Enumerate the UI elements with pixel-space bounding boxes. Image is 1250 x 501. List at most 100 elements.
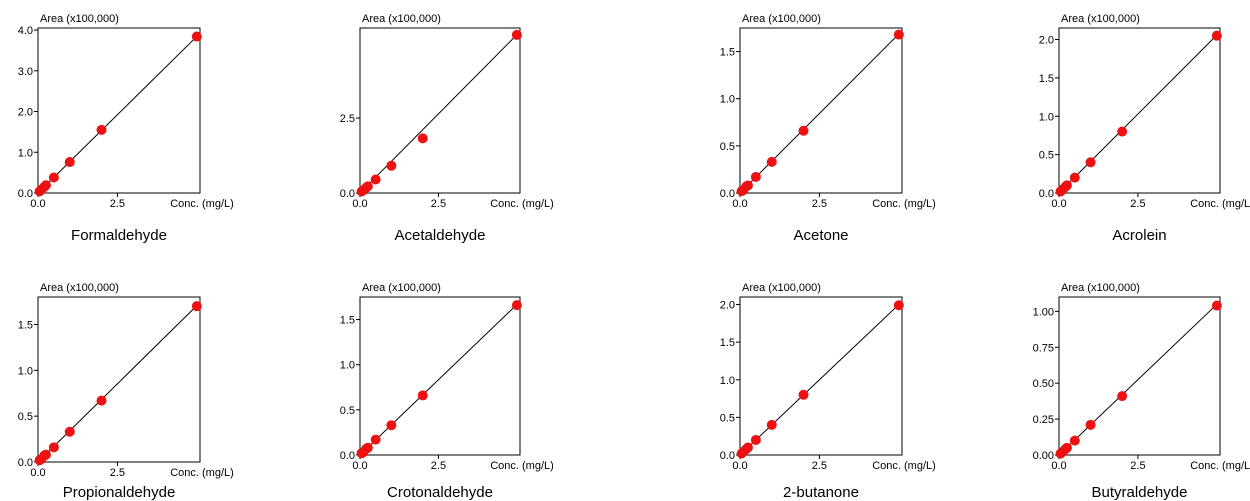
data-point bbox=[417, 390, 428, 401]
x-tick-label: 0.0 bbox=[1051, 460, 1066, 472]
y-tick-label: 0.0 bbox=[18, 188, 33, 200]
data-point bbox=[798, 125, 809, 136]
plot-frame bbox=[37, 296, 201, 463]
x-tick-label: 0.0 bbox=[732, 460, 747, 472]
y-axis-label: Area (x100,000) bbox=[362, 282, 441, 294]
chart-panel: 0.0 0.5 1.0 1.5 2.0 0.0 2.5 Area (x100,000) Conc… bbox=[720, 282, 936, 501]
y-tick-label: 2.0 bbox=[720, 300, 735, 312]
y-tick-label: 0.50 bbox=[1033, 378, 1054, 390]
x-tick-label: 0.0 bbox=[1051, 198, 1066, 210]
x-tick-label: 2.5 bbox=[110, 198, 125, 210]
chart-title: 2-butanone bbox=[783, 484, 859, 501]
data-point bbox=[96, 124, 107, 135]
y-tick-label: 2.0 bbox=[18, 107, 33, 119]
data-point bbox=[64, 157, 75, 168]
y-tick-label: 0.0 bbox=[18, 457, 33, 469]
y-tick-label: 1.0 bbox=[18, 365, 33, 377]
plot-frame bbox=[739, 27, 903, 194]
chart-panel: 0.0 2.5 0.0 2.5 Area (x100,000) Conc. (mg/L) A… bbox=[340, 13, 554, 244]
x-axis-label: Conc. (mg/L) bbox=[170, 198, 234, 210]
data-point bbox=[64, 426, 75, 437]
data-point bbox=[191, 301, 202, 312]
y-tick-label: 0.0 bbox=[340, 450, 355, 462]
y-tick-label: 0.00 bbox=[1033, 450, 1054, 462]
plot-frame bbox=[359, 27, 521, 194]
x-tick-label: 2.5 bbox=[110, 467, 125, 479]
data-point bbox=[386, 160, 397, 171]
data-point bbox=[370, 174, 381, 185]
x-tick-label: 2.5 bbox=[812, 198, 827, 210]
data-point bbox=[893, 300, 904, 311]
y-axis-label: Area (x100,000) bbox=[362, 13, 441, 25]
y-tick-label: 1.0 bbox=[18, 147, 33, 159]
x-tick-label: 2.5 bbox=[431, 198, 446, 210]
y-tick-label: 0.0 bbox=[720, 450, 735, 462]
y-axis-label: Area (x100,000) bbox=[1061, 13, 1140, 25]
data-point bbox=[766, 156, 777, 167]
x-axis-label: Conc. (mg/L) bbox=[1190, 460, 1250, 472]
data-point bbox=[742, 442, 753, 453]
x-axis-label: Conc. (mg/L) bbox=[1190, 198, 1250, 210]
chart-title: Propionaldehyde bbox=[63, 484, 176, 501]
data-point bbox=[798, 389, 809, 400]
data-point bbox=[1085, 157, 1096, 168]
calibration-line bbox=[739, 301, 903, 456]
y-tick-label: 1.0 bbox=[340, 360, 355, 372]
chart-title: Butyraldehyde bbox=[1092, 484, 1188, 501]
chart-panel: 0.0 0.5 1.0 1.5 0.0 2.5 Area (x100,000) Conc. (… bbox=[720, 13, 936, 244]
plot-frame bbox=[37, 27, 201, 194]
y-tick-label: 1.5 bbox=[720, 47, 735, 59]
x-axis-label: Conc. (mg/L) bbox=[872, 198, 936, 210]
data-point bbox=[48, 172, 59, 183]
data-point bbox=[96, 395, 107, 406]
data-point bbox=[1069, 172, 1080, 183]
data-point bbox=[1211, 300, 1222, 311]
y-axis-label: Area (x100,000) bbox=[40, 13, 119, 25]
x-tick-label: 2.5 bbox=[1130, 198, 1145, 210]
y-tick-label: 0.75 bbox=[1033, 342, 1054, 354]
data-point bbox=[893, 29, 904, 40]
y-tick-label: 1.0 bbox=[720, 375, 735, 387]
data-point bbox=[750, 434, 761, 445]
x-tick-label: 2.5 bbox=[1130, 460, 1145, 472]
x-tick-label: 2.5 bbox=[431, 460, 446, 472]
data-point bbox=[511, 29, 522, 40]
data-point bbox=[750, 171, 761, 182]
chart-panel: 0.00 0.25 0.50 0.75 1.00 0.0 2.5 Area (x100,000… bbox=[1033, 282, 1250, 501]
chart-panel: 0.0 0.5 1.0 1.5 0.0 2.5 Area (x100,000) Conc. (… bbox=[340, 282, 554, 501]
y-tick-label: 0.5 bbox=[720, 412, 735, 424]
y-tick-label: 0.0 bbox=[720, 188, 735, 200]
plot-frame bbox=[739, 296, 903, 456]
data-point bbox=[742, 180, 753, 191]
x-axis-label: Conc. (mg/L) bbox=[170, 467, 234, 479]
data-point bbox=[1085, 419, 1096, 430]
y-tick-label: 1.5 bbox=[1039, 73, 1054, 85]
chart-title: Crotonaldehyde bbox=[387, 484, 493, 501]
calibration-line bbox=[37, 302, 201, 463]
chart-panel: 0.0 0.5 1.0 1.5 2.0 0.0 2.5 Area (x100,000) Conc… bbox=[1039, 13, 1250, 244]
plot-frame bbox=[1058, 296, 1221, 456]
calibration-line bbox=[359, 301, 521, 456]
data-point bbox=[1061, 442, 1072, 453]
data-point bbox=[1117, 126, 1128, 137]
chart-title: Acetaldehyde bbox=[395, 227, 486, 244]
data-point bbox=[1069, 435, 1080, 446]
calibration-line bbox=[359, 31, 521, 194]
chart-panel: 0.0 0.5 1.0 1.5 0.0 2.5 Area (x100,000) Conc. (… bbox=[18, 282, 234, 501]
y-tick-label: 0.5 bbox=[340, 405, 355, 417]
y-tick-label: 1.5 bbox=[340, 315, 355, 327]
x-axis-label: Conc. (mg/L) bbox=[872, 460, 936, 472]
x-tick-label: 0.0 bbox=[352, 198, 367, 210]
y-axis-label: Area (x100,000) bbox=[40, 282, 119, 294]
y-tick-label: 3.0 bbox=[18, 66, 33, 78]
chart-title: Acrolein bbox=[1112, 227, 1166, 244]
data-point bbox=[48, 442, 59, 453]
y-tick-label: 0.0 bbox=[340, 188, 355, 200]
x-tick-label: 0.0 bbox=[30, 198, 45, 210]
y-axis-label: Area (x100,000) bbox=[1061, 282, 1140, 294]
calibration-line bbox=[1058, 300, 1221, 456]
calibration-line bbox=[1058, 31, 1221, 194]
x-axis-label: Conc. (mg/L) bbox=[490, 198, 554, 210]
y-tick-label: 0.25 bbox=[1033, 414, 1054, 426]
